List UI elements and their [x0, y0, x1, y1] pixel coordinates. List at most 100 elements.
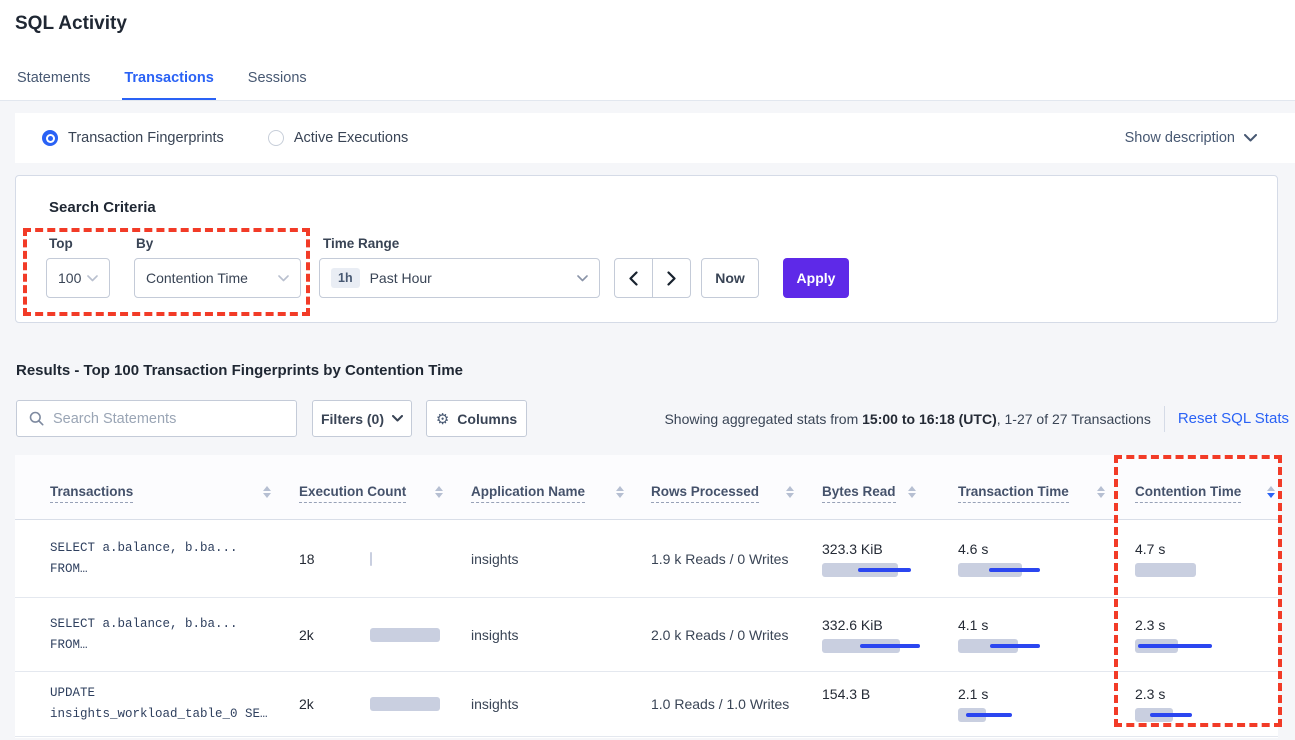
- now-button[interactable]: Now: [701, 258, 759, 298]
- search-criteria-title: Search Criteria: [49, 199, 156, 216]
- contention-time-stddev-line: [1138, 643, 1212, 648]
- top-select[interactable]: 100: [46, 258, 110, 298]
- col-header-application-name[interactable]: Application Name: [471, 484, 586, 503]
- tab-sessions[interactable]: Sessions: [247, 70, 307, 86]
- contention-time-cell: 2.3 s: [1135, 617, 1265, 653]
- bytes-read-cell: 154.3 B: [822, 686, 952, 722]
- contention-time-value: 2.3 s: [1135, 686, 1166, 702]
- contention-time-value: 2.3 s: [1135, 616, 1166, 633]
- sort-icon-transactions[interactable]: [263, 486, 271, 498]
- table-row[interactable]: UPDATE insights_workload_table_0 SE… 2k i…: [15, 672, 1278, 737]
- sort-icon-bytes-read[interactable]: [908, 486, 916, 498]
- transaction-time-cell: 4.6 s: [958, 541, 1088, 577]
- chevron-left-icon: [629, 270, 638, 286]
- transaction-query[interactable]: UPDATE insights_workload_table_0 SE…: [50, 686, 268, 721]
- sort-icon-application-name[interactable]: [616, 486, 624, 498]
- execution-count-value: 18: [299, 550, 315, 567]
- rows-processed-value: 2.0 k Reads / 0 Writes: [651, 626, 789, 643]
- sort-icon-execution-count[interactable]: [435, 486, 443, 498]
- time-range-select[interactable]: 1h Past Hour: [319, 258, 600, 298]
- transactions-table: Transactions Execution Count Application…: [15, 455, 1278, 738]
- time-range-label: Time Range: [323, 236, 400, 251]
- transaction-time-bar: [958, 638, 1018, 653]
- by-select-value: Contention Time: [146, 270, 248, 286]
- vertical-divider: [1163, 405, 1165, 432]
- search-icon: [29, 411, 44, 426]
- col-header-contention-time[interactable]: Contention Time: [1135, 484, 1242, 503]
- sort-icon-rows-processed[interactable]: [786, 486, 794, 498]
- bytes-read-cell: 323.3 KiB: [822, 541, 952, 577]
- bytes-read-cell: 332.6 KiB: [822, 617, 952, 653]
- tab-statements[interactable]: Statements: [17, 70, 91, 86]
- time-next-button[interactable]: [653, 259, 690, 297]
- show-description-label: Show description: [1124, 130, 1235, 146]
- execution-count-value: 2k: [299, 626, 314, 643]
- col-header-transaction-time[interactable]: Transaction Time: [958, 484, 1069, 503]
- transaction-time-cell: 2.1 s: [958, 686, 1088, 722]
- chevron-down-icon: [392, 415, 403, 422]
- time-nav-group: [614, 258, 691, 298]
- chevron-down-icon: [1244, 134, 1257, 142]
- radio-unselected-icon: [267, 130, 284, 146]
- bytes-read-value: 154.3 B: [822, 686, 871, 702]
- by-label: By: [136, 236, 154, 251]
- contention-time-cell: 2.3 s: [1135, 686, 1265, 722]
- execution-count-bar: [370, 551, 372, 566]
- by-select[interactable]: Contention Time: [134, 258, 301, 298]
- table-row[interactable]: SELECT a.balance, b.ba... FROM… 18 insigh…: [15, 520, 1278, 598]
- show-description-toggle[interactable]: Show description: [1125, 130, 1257, 146]
- transaction-query[interactable]: SELECT a.balance, b.ba... FROM…: [50, 540, 238, 576]
- col-header-rows-processed[interactable]: Rows Processed: [651, 484, 760, 503]
- search-statements-input[interactable]: [53, 410, 296, 427]
- contention-time-stddev-line: [1150, 713, 1192, 717]
- transaction-time-cell: 4.1 s: [958, 617, 1088, 653]
- execution-count-bar: [370, 627, 440, 642]
- transaction-time-stddev-line: [989, 567, 1040, 572]
- application-name-value: insights: [471, 550, 519, 567]
- transaction-time-stddev-line: [966, 713, 1012, 717]
- table-row[interactable]: SELECT a.balance, b.ba... FROM… 2k insigh…: [15, 598, 1278, 672]
- columns-button[interactable]: ⚙ Columns: [426, 400, 527, 437]
- stats-time-range: 15:00 to 16:18 (UTC): [862, 410, 997, 427]
- application-name-value: insights: [471, 696, 519, 712]
- execution-count-value: 2k: [299, 696, 314, 712]
- execution-count-bar: [370, 697, 440, 711]
- tab-bar: Statements Transactions Sessions: [15, 70, 309, 100]
- table-header-row: Transactions Execution Count Application…: [15, 455, 1278, 520]
- time-prev-button[interactable]: [615, 259, 653, 297]
- search-criteria-panel: Search Criteria Top By Time Range 100 Co…: [15, 175, 1278, 323]
- top-header: SQL Activity Statements Transactions Ses…: [0, 0, 1295, 101]
- sort-icon-contention-time[interactable]: [1267, 486, 1275, 498]
- columns-label: Columns: [457, 410, 518, 427]
- contention-time-value: 4.7 s: [1135, 540, 1166, 557]
- filters-button[interactable]: Filters (0): [312, 400, 412, 437]
- tab-transactions[interactable]: Transactions: [122, 70, 216, 100]
- transaction-time-value: 2.1 s: [958, 686, 989, 702]
- view-mode-bar: Transaction Fingerprints Active Executio…: [15, 113, 1295, 163]
- bytes-read-stddev-line: [858, 567, 911, 572]
- aggregated-stats-text: Showing aggregated stats from 15:00 to 1…: [664, 410, 1151, 427]
- transaction-query[interactable]: SELECT a.balance, b.ba... FROM…: [50, 616, 238, 652]
- bytes-read-stddev-line: [860, 643, 920, 648]
- bytes-read-value: 323.3 KiB: [822, 540, 883, 557]
- radio-label: Transaction Fingerprints: [68, 130, 224, 146]
- col-header-transactions[interactable]: Transactions: [50, 484, 134, 503]
- radio-label: Active Executions: [293, 130, 409, 146]
- col-header-execution-count[interactable]: Execution Count: [299, 484, 407, 503]
- radio-active-executions[interactable]: Active Executions: [267, 130, 409, 146]
- application-name-value: insights: [471, 626, 519, 643]
- search-statements-box: [16, 400, 297, 437]
- transaction-time-stddev-line: [990, 643, 1040, 648]
- col-header-bytes-read[interactable]: Bytes Read: [822, 484, 896, 503]
- chevron-down-icon: [87, 274, 98, 281]
- time-range-value: Past Hour: [369, 270, 432, 286]
- chevron-down-icon: [577, 274, 588, 281]
- sort-icon-transaction-time[interactable]: [1097, 486, 1105, 498]
- bytes-read-value: 332.6 KiB: [822, 616, 883, 633]
- gear-icon: ⚙: [435, 410, 450, 428]
- filters-label: Filters (0): [320, 410, 384, 427]
- reset-sql-stats-link[interactable]: Reset SQL Stats: [1177, 410, 1289, 427]
- apply-button[interactable]: Apply: [783, 258, 849, 298]
- radio-transaction-fingerprints[interactable]: Transaction Fingerprints: [42, 130, 224, 146]
- transaction-time-value: 4.1 s: [958, 616, 989, 633]
